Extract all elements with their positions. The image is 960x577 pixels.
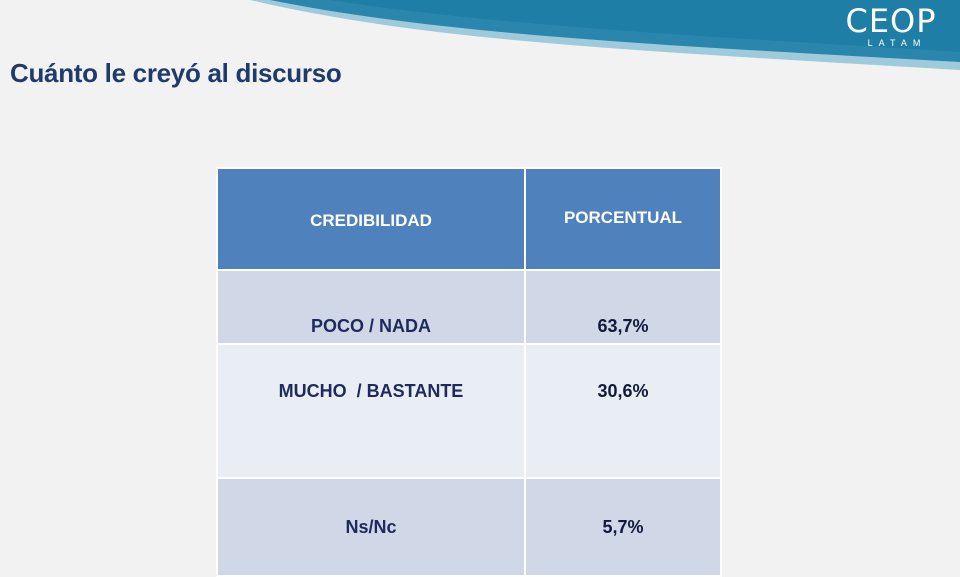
row-value: 63,7%	[524, 269, 722, 345]
table-row: Ns/Nc 5,7%	[216, 477, 722, 577]
page-title: Cuánto le creyó al discurso	[10, 58, 342, 88]
row-value: 30,6%	[524, 343, 722, 479]
column-header-credibilidad: CREDIBILIDAD	[216, 167, 526, 271]
logo-subtitle: LATAM	[867, 38, 927, 48]
table-row: POCO / NADA 63,7%	[216, 269, 722, 345]
table-header-row: CREDIBILIDAD PORCENTUAL	[216, 167, 722, 271]
ceop-logo: CEOP LATAM	[836, 4, 946, 48]
table-row: MUCHO / BASTANTE 30,6%	[216, 343, 722, 479]
row-label: Ns/Nc	[216, 477, 526, 577]
credibility-table: CREDIBILIDAD PORCENTUAL POCO / NADA 63,7…	[216, 167, 722, 577]
header-wave	[250, 0, 960, 70]
row-label: MUCHO / BASTANTE	[216, 343, 526, 479]
column-header-porcentual: PORCENTUAL	[524, 167, 722, 271]
logo-brand: CEOP	[845, 2, 937, 40]
row-label: POCO / NADA	[216, 269, 526, 345]
row-value: 5,7%	[524, 477, 722, 577]
